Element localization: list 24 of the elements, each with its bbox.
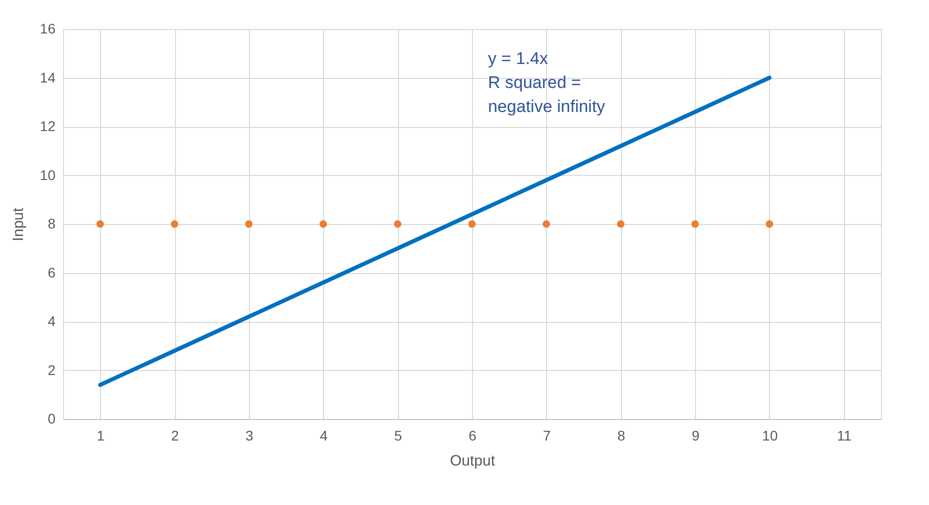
x-tick-label: 2 [171,428,180,444]
x-tick-label: 8 [617,428,626,444]
x-tick-label: 10 [762,428,778,444]
y-tick-label: 10 [40,166,56,183]
x-axis-title: Output [450,452,496,470]
x-tick-label: 4 [320,428,328,444]
x-tick-label: 11 [837,428,852,444]
y-tick-label: 16 [40,20,56,36]
x-tick-label: 1 [96,428,105,444]
y-axis-title: Input [10,206,27,242]
line-series [98,76,772,387]
x-tick-label: 3 [246,428,254,444]
y-tick-label: 0 [48,410,56,426]
x-tick-label: 6 [468,428,477,444]
y-tick-label: 4 [48,313,56,329]
annotation: y = 1.4x R squared = negative infinity [488,49,606,116]
y-tick-label: 8 [48,216,56,232]
y-tick-label: 2 [48,362,56,378]
x-tick-label: 7 [542,428,551,444]
y-tick-label: 6 [48,264,56,280]
y-tick-label: 14 [40,69,56,86]
x-tick-label: 5 [394,428,402,444]
y-tick-label: 12 [40,118,56,134]
x-tick-label: 9 [692,428,700,444]
